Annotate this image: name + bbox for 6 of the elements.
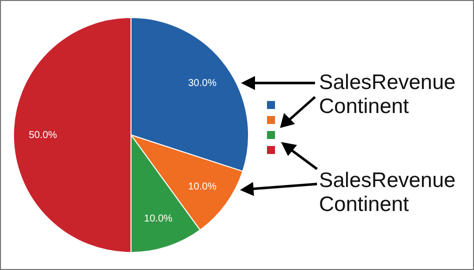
data-label: 10.0%: [188, 182, 217, 193]
text: SalesRevenue Continent: [319, 71, 457, 119]
data-label: 50.0%: [28, 130, 58, 141]
data-label: 10.0%: [144, 214, 173, 225]
data-label: 30.0%: [188, 78, 217, 89]
text: SalesRevenue Continent: [319, 169, 457, 217]
